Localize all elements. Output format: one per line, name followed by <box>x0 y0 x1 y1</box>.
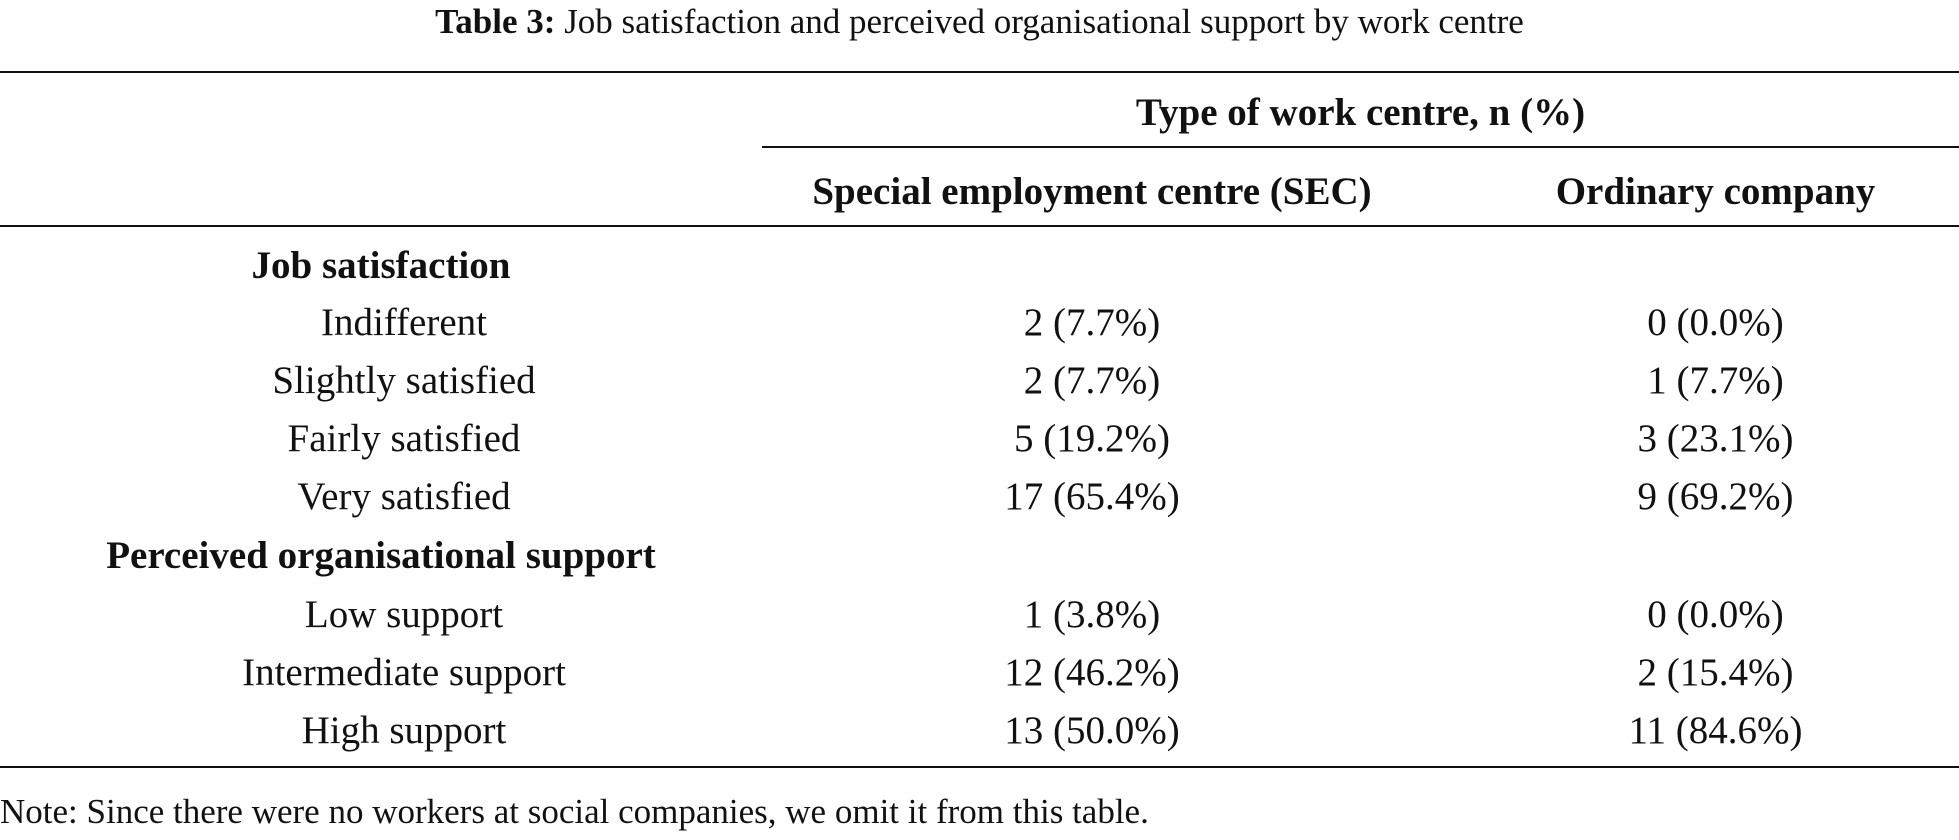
table-caption-label: Table 3: <box>435 2 556 41</box>
row-label: Intermediate support <box>242 651 566 694</box>
cell-ordinary: 11 (84.6%) <box>1628 709 1803 752</box>
row-label: Indifferent <box>320 301 488 344</box>
cell-sec: 1 (3.8%) <box>1023 593 1161 636</box>
cell-sec: 5 (19.2%) <box>1014 417 1170 460</box>
bottom-rule <box>0 766 1959 768</box>
section-title-job-satisfaction: Job satisfaction <box>251 244 511 287</box>
cell-sec: 12 (46.2%) <box>1004 651 1180 694</box>
cell-ordinary: 9 (69.2%) <box>1637 475 1794 518</box>
table-note: Note: Since there were no workers at soc… <box>0 792 1149 831</box>
spanner-rule <box>762 146 1959 148</box>
cell-sec: 13 (50.0%) <box>1004 709 1180 752</box>
cell-sec: 17 (65.4%) <box>1004 475 1180 518</box>
row-label: Fairly satisfied <box>287 417 521 460</box>
table-caption-text: Job satisfaction and perceived organisat… <box>555 2 1524 41</box>
row-label: High support <box>301 709 507 752</box>
section-title-perceived-support: Perceived organisational support <box>106 534 656 577</box>
cell-sec: 2 (7.7%) <box>1023 301 1161 344</box>
row-label: Slightly satisfied <box>272 359 536 402</box>
cell-ordinary: 1 (7.7%) <box>1647 359 1784 402</box>
header-rule <box>0 225 1959 227</box>
cell-sec: 2 (7.7%) <box>1023 359 1161 402</box>
top-rule <box>0 71 1959 73</box>
table-caption: Table 3: Job satisfaction and perceived … <box>0 0 1959 44</box>
cell-ordinary: 0 (0.0%) <box>1647 593 1784 636</box>
column-spanner-header: Type of work centre, n (%) <box>1135 91 1586 134</box>
column-header-ordinary: Ordinary company <box>1555 170 1876 213</box>
cell-ordinary: 2 (15.4%) <box>1637 651 1794 694</box>
column-header-sec: Special employment centre (SEC) <box>812 170 1372 213</box>
row-label: Very satisfied <box>297 475 511 518</box>
cell-ordinary: 3 (23.1%) <box>1637 417 1794 460</box>
cell-ordinary: 0 (0.0%) <box>1647 301 1784 344</box>
row-label: Low support <box>304 593 504 636</box>
